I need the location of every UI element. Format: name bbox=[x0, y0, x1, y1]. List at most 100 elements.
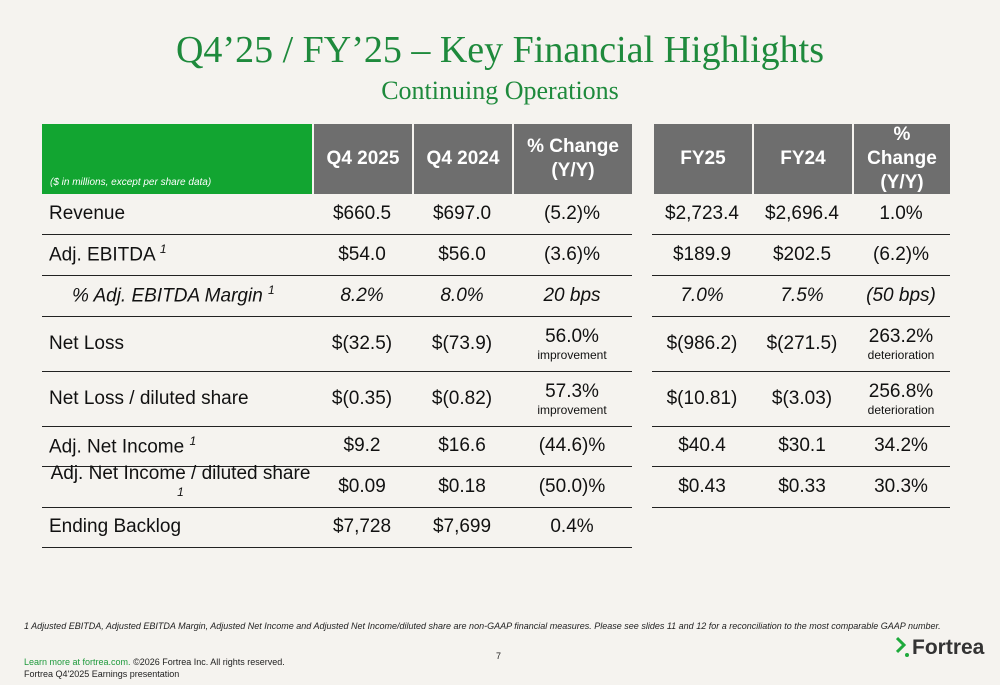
footnote-marker: 1 bbox=[177, 485, 184, 500]
value: $16.6 bbox=[438, 435, 486, 456]
value: $(73.9) bbox=[431, 332, 493, 354]
row-label: Net Loss / diluted share bbox=[42, 371, 312, 426]
row-divider bbox=[652, 371, 950, 372]
row-label: Adj. Net Income 1 bbox=[42, 426, 312, 466]
column-header: FY25 bbox=[652, 124, 752, 194]
value-cell: 57.3% improvement bbox=[512, 371, 632, 426]
row-divider bbox=[652, 426, 950, 427]
value-cell: $0.43 bbox=[652, 466, 752, 507]
row-divider bbox=[652, 316, 950, 317]
value-cell: $7,699 bbox=[412, 507, 512, 547]
logo: Fortrea bbox=[912, 636, 985, 659]
value-note: deterioration bbox=[867, 347, 935, 362]
title: Q4’25 / FY’25 – Key Financial Highlights bbox=[175, 29, 825, 71]
row-divider bbox=[42, 466, 632, 467]
label: Adj. EBITDA bbox=[49, 244, 155, 266]
value-cell: (50.0)% bbox=[512, 466, 632, 507]
value: $202.5 bbox=[772, 243, 832, 265]
row-divider bbox=[42, 371, 632, 372]
value-cell: (44.6)% bbox=[512, 426, 632, 466]
value-cell: (5.2)% bbox=[512, 194, 632, 234]
value-cell: $0.09 bbox=[312, 466, 412, 507]
column-header: % Change (Y/Y) bbox=[512, 124, 632, 194]
value-cell: $9.2 bbox=[312, 426, 412, 466]
value: 20 bps bbox=[543, 284, 601, 306]
value: $7,699 bbox=[432, 516, 492, 537]
value-cell: 8.0% bbox=[412, 275, 512, 316]
value-cell: 0.4% bbox=[512, 507, 632, 547]
value: $(0.35) bbox=[331, 387, 393, 409]
row-label: % Adj. EBITDA Margin 1 bbox=[42, 275, 312, 316]
row-label: Revenue bbox=[42, 194, 312, 234]
value-cell: 263.2% deterioration bbox=[852, 316, 950, 371]
value-cell: $56.0 bbox=[412, 234, 512, 275]
value-cell: (6.2)% bbox=[852, 234, 950, 275]
value: 1.0% bbox=[879, 203, 923, 224]
value-cell: $0.18 bbox=[412, 466, 512, 507]
value-cell: 256.8% deterioration bbox=[852, 371, 950, 426]
value-cell: $0.33 bbox=[752, 466, 852, 507]
value: $0.33 bbox=[778, 475, 826, 497]
value: $40.4 bbox=[678, 435, 726, 456]
row-label-text: Net Loss bbox=[49, 333, 124, 355]
column-header: Q4 2025 bbox=[312, 124, 412, 194]
value-cell: 34.2% bbox=[852, 426, 950, 466]
value: 56.0% bbox=[545, 325, 599, 347]
value: $9.2 bbox=[343, 435, 381, 456]
value: $2,723.4 bbox=[665, 203, 739, 224]
column-header: Q4 2024 bbox=[412, 124, 512, 194]
value: $0.09 bbox=[338, 475, 386, 497]
footer-line: Learn more at fortrea.com. ©2026 Fortrea… bbox=[24, 657, 285, 667]
value: $189.9 bbox=[672, 243, 732, 265]
value-cell: 20 bps bbox=[512, 275, 632, 316]
row-divider bbox=[42, 316, 632, 317]
label: Adj. Net Income / diluted share bbox=[50, 463, 311, 485]
row-label: Adj. Net Income / diluted share 1 bbox=[42, 463, 312, 507]
value: 7.0% bbox=[680, 284, 724, 306]
value-cell: $202.5 bbox=[752, 234, 852, 275]
value-cell: 8.2% bbox=[312, 275, 412, 316]
value: $0.43 bbox=[678, 475, 726, 497]
link[interactable]: Learn more at fortrea.com. bbox=[24, 657, 131, 667]
subtitle: Continuing Operations bbox=[381, 76, 619, 105]
row-label: Net Loss bbox=[42, 316, 312, 371]
row-label-text: Net Loss / diluted share bbox=[49, 388, 249, 410]
value: 263.2% bbox=[868, 325, 934, 347]
page-number: 7 bbox=[496, 651, 502, 661]
value: $30.1 bbox=[778, 435, 826, 456]
row-divider bbox=[652, 234, 950, 235]
logo-dot bbox=[905, 653, 909, 657]
row-label-text: % Adj. EBITDA Margin 1 bbox=[72, 283, 275, 307]
value-cell: $(3.03) bbox=[752, 371, 852, 426]
value-cell: $660.5 bbox=[312, 194, 412, 234]
value: 57.3% bbox=[545, 380, 599, 402]
value-cell: $54.0 bbox=[312, 234, 412, 275]
label: Adj. Net Income bbox=[49, 436, 185, 458]
value: $54.0 bbox=[338, 243, 386, 265]
row-divider bbox=[42, 275, 632, 276]
value-cell: $(0.82) bbox=[412, 371, 512, 426]
value: (50.0)% bbox=[538, 475, 606, 497]
value-cell: $189.9 bbox=[652, 234, 752, 275]
value-cell: $(32.5) bbox=[312, 316, 412, 371]
row-label-text: Adj. EBITDA 1 bbox=[49, 242, 167, 266]
value-cell: $697.0 bbox=[412, 194, 512, 234]
column-header: % Change (Y/Y) bbox=[852, 124, 950, 194]
value: $56.0 bbox=[438, 243, 486, 265]
value-cell: $2,723.4 bbox=[652, 194, 752, 234]
label: Revenue bbox=[49, 203, 126, 224]
column-header: FY24 bbox=[752, 124, 852, 194]
value: $2,696.4 bbox=[765, 203, 839, 224]
row-label-text: Revenue bbox=[49, 203, 125, 225]
value: 8.0% bbox=[440, 284, 484, 306]
value: $660.5 bbox=[332, 203, 392, 224]
value: (44.6)% bbox=[538, 435, 606, 456]
row-label: Adj. EBITDA 1 bbox=[42, 234, 312, 275]
value-cell: $30.1 bbox=[752, 426, 852, 466]
value: $7,728 bbox=[332, 516, 392, 537]
value-cell: (3.6)% bbox=[512, 234, 632, 275]
value: $(10.81) bbox=[666, 387, 738, 409]
value: 30.3% bbox=[874, 475, 928, 497]
value: $(271.5) bbox=[766, 332, 838, 354]
